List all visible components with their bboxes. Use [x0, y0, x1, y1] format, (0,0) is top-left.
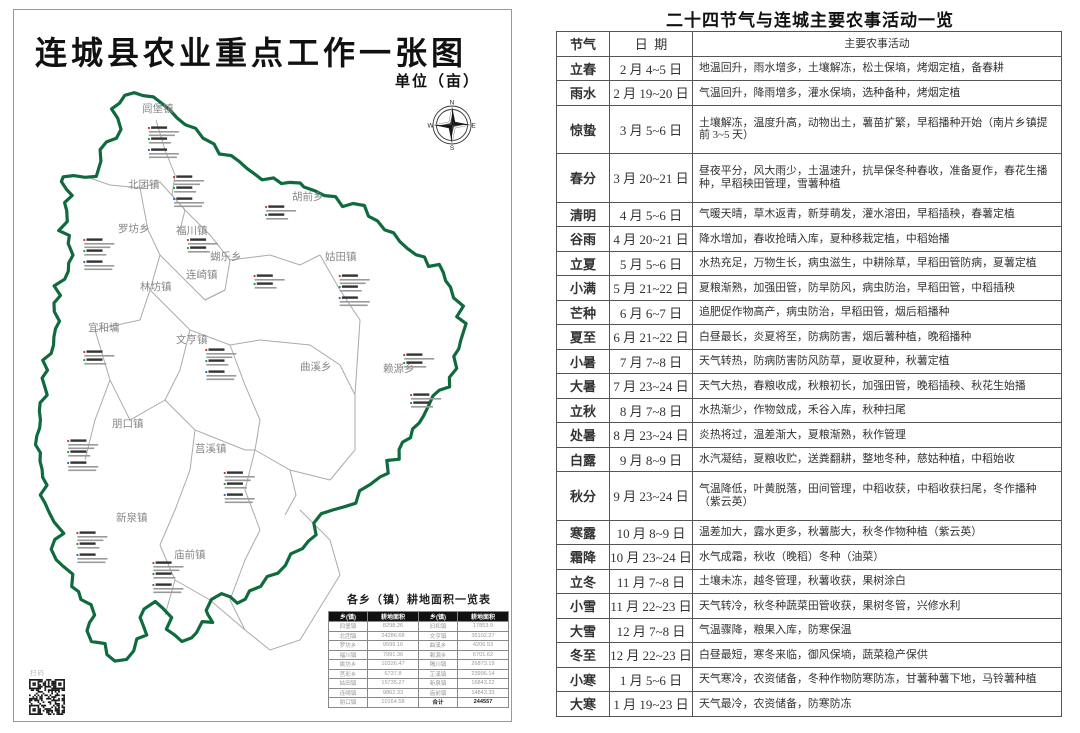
svg-text:E: E	[471, 122, 476, 129]
svg-text:福川镇: 福川镇	[176, 224, 208, 237]
svg-text:赖源乡: 赖源乡	[383, 362, 415, 375]
svg-text:罗坊乡: 罗坊乡	[118, 222, 150, 235]
svg-text:胡前乡: 胡前乡	[292, 190, 324, 203]
svg-text:闾堡镇: 闾堡镇	[142, 102, 174, 115]
svg-text:N: N	[450, 100, 455, 107]
svg-text:姑田镇: 姑田镇	[325, 250, 357, 263]
svg-text:庙前镇: 庙前镇	[174, 548, 206, 561]
svg-text:蝴乐乡: 蝴乐乡	[210, 251, 242, 263]
svg-text:莒溪镇: 莒溪镇	[195, 442, 227, 455]
svg-text:扫码: 扫码	[30, 668, 45, 677]
svg-text:连崎镇: 连崎镇	[186, 268, 218, 281]
svg-text:北团镇: 北团镇	[128, 178, 160, 191]
svg-text:新泉镇: 新泉镇	[116, 511, 148, 524]
svg-text:林坊镇: 林坊镇	[140, 280, 172, 293]
svg-text:朋口镇: 朋口镇	[112, 417, 144, 430]
svg-text:S: S	[450, 145, 455, 152]
svg-text:文亨镇: 文亨镇	[176, 333, 208, 346]
svg-text:W: W	[427, 122, 434, 129]
svg-text:宜和墉: 宜和墉	[88, 321, 120, 334]
svg-text:曲溪乡: 曲溪乡	[300, 361, 332, 373]
